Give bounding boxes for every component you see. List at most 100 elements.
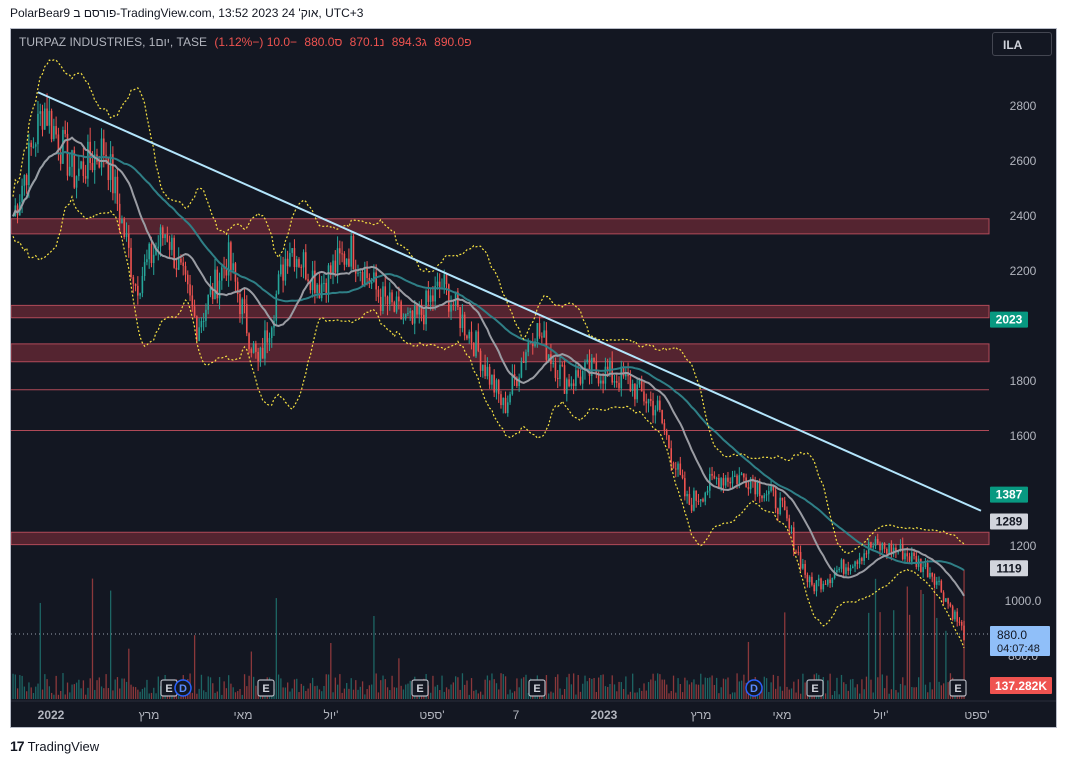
candle-body bbox=[688, 494, 691, 505]
candle-body bbox=[815, 580, 818, 592]
volume-bar bbox=[96, 680, 98, 699]
candle-body bbox=[636, 384, 638, 400]
volume-bar bbox=[720, 687, 722, 699]
candle-body bbox=[643, 391, 645, 402]
volume-bar bbox=[716, 677, 718, 699]
candle-body bbox=[556, 377, 559, 379]
volume-bar bbox=[103, 688, 105, 699]
candle-body bbox=[257, 351, 259, 362]
candle-body bbox=[211, 287, 214, 300]
candle-body bbox=[559, 364, 561, 379]
candle-body bbox=[364, 268, 366, 286]
candle-body bbox=[652, 400, 654, 416]
volume-bar bbox=[332, 692, 334, 699]
y-tick-label: 1800 bbox=[1010, 374, 1037, 388]
volume-bar bbox=[725, 679, 727, 699]
candle-body bbox=[25, 175, 28, 186]
candle-body bbox=[266, 330, 269, 343]
volume-bar bbox=[109, 590, 112, 699]
candle-body bbox=[320, 283, 323, 299]
volume-bar bbox=[908, 614, 911, 699]
candle-body bbox=[899, 543, 902, 552]
volume-bar bbox=[563, 688, 566, 699]
candle-body bbox=[786, 510, 788, 519]
candle-body bbox=[554, 362, 557, 378]
volume-bar bbox=[228, 675, 230, 699]
candle-body bbox=[46, 108, 48, 126]
volume-bar bbox=[94, 689, 96, 699]
candle-body bbox=[806, 574, 809, 583]
candle-body bbox=[395, 296, 398, 312]
volume-bar bbox=[466, 680, 468, 699]
chart-frame[interactable]: 28002600240022001800160012001000.0800.02… bbox=[10, 28, 1057, 728]
candle-body bbox=[797, 551, 800, 553]
x-tick-label: מרץ bbox=[139, 708, 160, 722]
candle-body bbox=[357, 272, 359, 274]
volume-bar bbox=[922, 593, 924, 699]
candle-body bbox=[161, 227, 164, 239]
candle-body bbox=[727, 477, 729, 482]
candle-body bbox=[570, 383, 573, 387]
candle-body bbox=[427, 290, 430, 302]
candle-body bbox=[920, 558, 922, 572]
volume-bar bbox=[666, 684, 668, 699]
earnings-marker-2 bbox=[257, 679, 275, 697]
volume-bar bbox=[280, 678, 282, 699]
volume-bar bbox=[788, 689, 790, 699]
close-value: ס880.0 bbox=[304, 35, 343, 49]
candle-body bbox=[243, 299, 246, 305]
volume-bar bbox=[341, 692, 343, 699]
candlestick-chart[interactable]: 28002600240022001800160012001000.0800.02… bbox=[11, 29, 1056, 727]
candle-body bbox=[311, 270, 314, 291]
volume-bar bbox=[920, 589, 922, 699]
volume-bar bbox=[146, 679, 148, 699]
candle-body bbox=[901, 543, 904, 560]
volume-bar bbox=[346, 683, 348, 699]
candle-body bbox=[80, 161, 82, 169]
y-tick-label: 2400 bbox=[1010, 209, 1037, 223]
volume-bar bbox=[722, 678, 725, 699]
candle-body bbox=[284, 258, 287, 281]
volume-bar bbox=[48, 686, 51, 699]
candle-body bbox=[352, 235, 355, 270]
candle-body bbox=[39, 111, 42, 114]
candle-body bbox=[214, 269, 216, 300]
volume-bar bbox=[679, 684, 681, 699]
volume-bar bbox=[12, 673, 14, 699]
volume-bar bbox=[768, 692, 770, 699]
candle-body bbox=[255, 343, 257, 352]
volume-bar bbox=[368, 685, 371, 699]
candle-body bbox=[761, 495, 763, 499]
candle-body bbox=[68, 166, 71, 176]
candle-body bbox=[772, 486, 775, 491]
volume-bar bbox=[504, 676, 507, 699]
volume-bar bbox=[806, 693, 809, 699]
candle-body bbox=[566, 379, 568, 394]
earnings-marker-label-6: E bbox=[811, 683, 818, 695]
candle-body bbox=[765, 494, 768, 496]
volume-bar bbox=[634, 692, 636, 699]
currency-button[interactable]: ILA bbox=[992, 32, 1052, 56]
volume-bar bbox=[464, 684, 466, 699]
volume-bar bbox=[479, 691, 482, 699]
volume-bar bbox=[775, 688, 777, 699]
candle-body bbox=[164, 234, 166, 239]
volume-bar bbox=[193, 635, 196, 699]
candle-body bbox=[109, 154, 112, 181]
volume-bar bbox=[287, 682, 289, 699]
candle-body bbox=[345, 258, 348, 265]
candle-body bbox=[824, 583, 827, 585]
candle-body bbox=[329, 265, 332, 274]
candle-body bbox=[180, 258, 182, 263]
volume-bar bbox=[400, 685, 402, 699]
volume-bar bbox=[307, 688, 309, 699]
candle-body bbox=[552, 362, 554, 365]
volume-bar bbox=[357, 689, 359, 699]
x-tick-label: מרץ bbox=[691, 708, 712, 722]
volume-bar bbox=[936, 617, 938, 699]
volume-bar bbox=[105, 674, 107, 699]
volume-bar bbox=[112, 690, 114, 699]
volume-bar bbox=[924, 684, 927, 699]
volume-bar bbox=[731, 692, 734, 699]
volume-bar bbox=[430, 692, 432, 699]
